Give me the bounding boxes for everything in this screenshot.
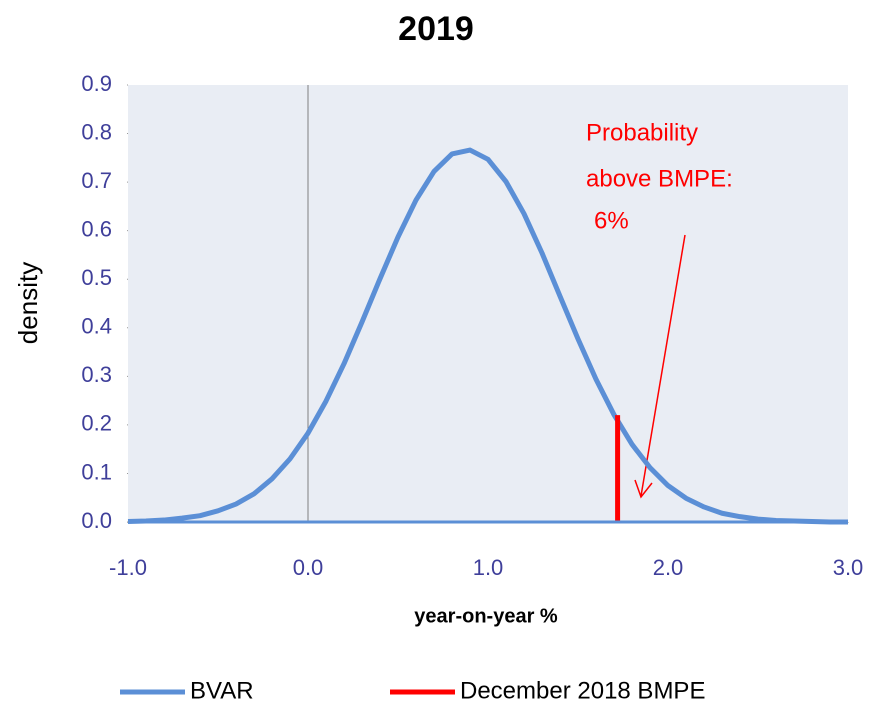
annotation-line: Probability [586,119,698,146]
annotation: Probability above BMPE: 6% [586,119,733,234]
y-tick-label: 0.3 [81,362,112,387]
plot-area [128,85,848,522]
x-tick-label: 0.0 [293,555,324,580]
x-tick-label: 1.0 [473,555,504,580]
x-tick-label: -1.0 [109,555,147,580]
x-tick-label: 2.0 [653,555,684,580]
annotation-line: 6% [594,207,629,234]
y-tick-label: 0.6 [81,216,112,241]
y-tick-label: 0.1 [81,459,112,484]
series-line [127,147,848,525]
x-tick-label: 3.0 [833,555,864,580]
y-tick-label: 0.5 [81,265,112,290]
annotation-line: above BMPE: [586,165,733,192]
y-tick-label: 0.4 [81,314,112,339]
chart-title: 2019 [398,10,474,48]
legend-label: December 2018 BMPE [460,677,705,704]
y-tick-label: 0.2 [81,411,112,436]
arrow-head [634,479,653,499]
y-tick-label: 0.9 [81,71,112,96]
x-axis-label: year-on-year % [414,605,558,627]
y-tick-label: 0.7 [81,168,112,193]
y-axis-label: density [13,262,43,344]
y-tick-label: 0.0 [81,508,112,533]
legend-label: BVAR [190,677,254,704]
y-tick-label: 0.8 [81,119,112,144]
annotation-arrow [640,234,686,497]
